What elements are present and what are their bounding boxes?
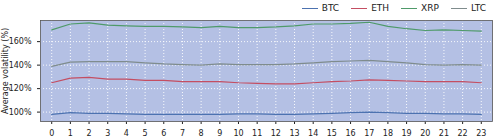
svg-text:21: 21 bbox=[439, 129, 449, 137]
svg-text:11: 11 bbox=[252, 129, 262, 137]
svg-text:22: 22 bbox=[458, 129, 468, 137]
svg-text:2: 2 bbox=[87, 129, 92, 137]
svg-text:7: 7 bbox=[180, 129, 185, 137]
svg-text:6: 6 bbox=[161, 129, 166, 137]
svg-text:140%: 140% bbox=[9, 61, 32, 70]
svg-text:9: 9 bbox=[217, 129, 222, 137]
svg-text:100%: 100% bbox=[9, 108, 32, 117]
html-text:LTC: LTC bbox=[471, 3, 486, 13]
svg-text:8: 8 bbox=[199, 129, 204, 137]
svg-text:14: 14 bbox=[308, 129, 318, 137]
svg-text:1: 1 bbox=[68, 129, 73, 137]
svg-text:4: 4 bbox=[124, 129, 129, 137]
svg-text:3: 3 bbox=[105, 129, 110, 137]
svg-text:160%: 160% bbox=[9, 37, 32, 46]
svg-text:12: 12 bbox=[271, 129, 281, 137]
svg-text:15: 15 bbox=[327, 129, 337, 137]
html-text:ETH: ETH bbox=[371, 3, 390, 13]
svg-text:23: 23 bbox=[476, 129, 486, 137]
svg-text:5: 5 bbox=[143, 129, 148, 137]
svg-text:19: 19 bbox=[401, 129, 411, 137]
svg-text:120%: 120% bbox=[9, 84, 32, 93]
svg-text:13: 13 bbox=[289, 129, 299, 137]
svg-text:17: 17 bbox=[364, 129, 374, 137]
svg-text:18: 18 bbox=[383, 129, 393, 137]
svg-text:Average volatility (%): Average volatility (%) bbox=[1, 28, 10, 114]
html-text:XRP: XRP bbox=[421, 3, 439, 13]
svg-text:0: 0 bbox=[49, 129, 54, 137]
html-text:BTC: BTC bbox=[321, 3, 340, 13]
svg-text:10: 10 bbox=[233, 129, 243, 137]
svg-text:20: 20 bbox=[420, 129, 430, 137]
svg-text:16: 16 bbox=[345, 129, 355, 137]
